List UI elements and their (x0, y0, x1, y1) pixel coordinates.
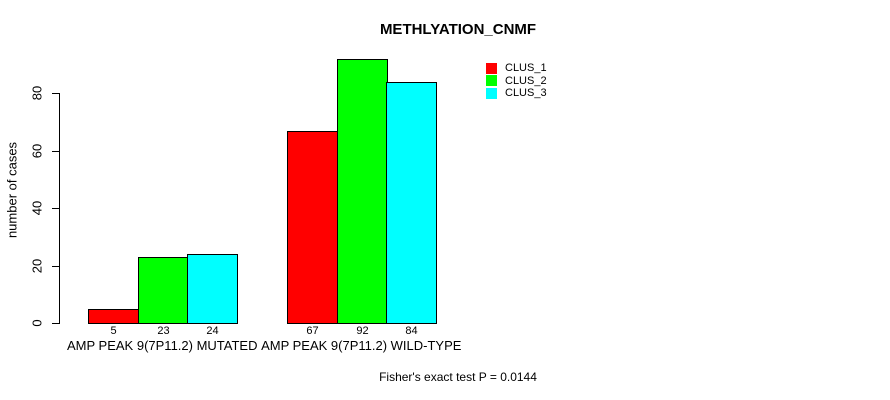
bar-clus_2-group1 (138, 257, 189, 324)
legend-label: CLUS_3 (505, 87, 547, 100)
bar-clus_2-group2 (337, 59, 388, 324)
y-axis-tick-label: 20 (29, 258, 45, 274)
legend-swatch (486, 87, 497, 99)
stat-test-note: Fisher's exact test P = 0.0144 (379, 370, 537, 384)
y-axis-tick (52, 151, 59, 152)
bar-clus_3-group1 (187, 254, 238, 324)
bar-clus_3-group2 (386, 82, 437, 324)
y-axis-tick (52, 266, 59, 267)
y-axis-tick-label: 60 (29, 143, 45, 159)
legend-swatch (486, 62, 497, 74)
bar-clus_1-group2 (287, 131, 338, 324)
y-axis-tick (52, 93, 59, 94)
bar-value-label: 84 (405, 325, 418, 337)
bar-clus_1-group1 (88, 309, 139, 324)
bar-value-label: 92 (356, 325, 369, 337)
y-axis-tick (52, 323, 59, 324)
bar-value-label: 5 (110, 325, 117, 337)
y-axis-tick-label: 40 (29, 200, 45, 216)
legend-label: CLUS_2 (505, 74, 547, 87)
chart-title: METHLYATION_CNMF (379, 21, 537, 38)
y-axis-tick-label: 0 (29, 319, 45, 327)
y-axis-line (59, 93, 60, 324)
legend-swatch (486, 75, 497, 87)
legend-label: CLUS_1 (505, 62, 547, 75)
category-label: AMP PEAK 9(7P11.2) WILD-TYPE (261, 338, 462, 353)
y-axis-label: number of cases (4, 141, 20, 239)
y-axis-tick-label: 80 (29, 85, 45, 101)
bar-value-label: 23 (157, 325, 170, 337)
legend: CLUS_1 CLUS_2 CLUS_3 (486, 62, 547, 100)
legend-item: CLUS_2 (486, 75, 547, 88)
bar-value-label: 24 (206, 325, 219, 337)
bar-value-label: 67 (306, 325, 319, 337)
legend-item: CLUS_3 (486, 87, 547, 100)
category-label: AMP PEAK 9(7P11.2) MUTATED (67, 338, 258, 353)
legend-item: CLUS_1 (486, 62, 547, 75)
y-axis-tick (52, 208, 59, 209)
